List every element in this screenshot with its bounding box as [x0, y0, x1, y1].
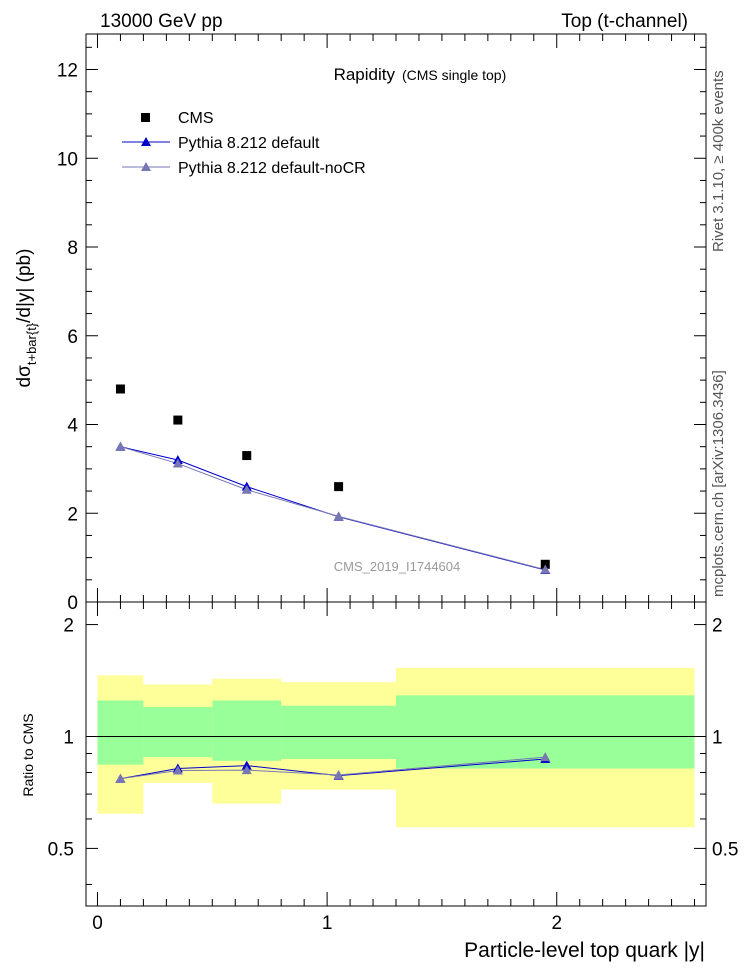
mc-point-nocr: [115, 441, 126, 451]
header-process-label: Top (t-channel): [561, 11, 688, 32]
mcplots-label: mcplots.cern.ch [arXiv:1306.3436]: [710, 370, 727, 597]
ratio-y-tick-label: 1: [63, 727, 74, 748]
ratio-y-tick-label-right: 2: [712, 616, 723, 637]
y-label-subscript: t+bar{t}: [24, 322, 39, 365]
ratio-y-tick-label: 2: [63, 616, 74, 637]
analysis-watermark: CMS_2019_I1744604: [334, 559, 461, 574]
ratio-point-nocr: [115, 773, 126, 783]
ratio-plot-panel: 0.5 0.5 1 1 2 2 0 1 2 Ratio to CMS Particle-lev…: [20, 601, 738, 962]
legend-label-cms: CMS: [178, 110, 214, 127]
y-tick-label: 8: [67, 238, 78, 259]
cms-data-point: [540, 559, 550, 569]
ratio-point-nocr: [333, 769, 344, 779]
main-plot-panel: 0 2 4 6 8 10 12 Rapidity (CMS single top) CMS_…: [14, 33, 707, 614]
y-tick-label: 12: [57, 61, 78, 82]
y-tick-label: 4: [67, 416, 78, 437]
ratio-point-nocr: [241, 765, 252, 775]
x-axis: 0 1 2: [92, 602, 696, 934]
ratio-point-nocr: [172, 765, 183, 775]
legend-label-default: Pythia 8.212 default: [178, 135, 320, 152]
mc-point-nocr: [241, 484, 252, 494]
y-label-sigma: dσ: [14, 365, 35, 388]
ratio-y-axis-label: Ratio to CMS: [20, 713, 36, 796]
main-y-axis-label: dσt+bar{t}/d|y| (pb): [14, 249, 39, 388]
y-tick-label: 10: [57, 149, 78, 170]
y-label-rest: /d|y| (pb): [14, 249, 35, 323]
cms-data-point: [173, 415, 183, 425]
y-tick-label: 2: [67, 504, 78, 525]
ratio-y-tick-label-right: 1: [712, 727, 723, 748]
mc-point-nocr: [333, 511, 344, 521]
mc-point-nocr: [540, 564, 551, 574]
stat-uncertainty-band: [212, 700, 282, 761]
x-tick-label: 0: [92, 913, 103, 934]
legend-label-nocr: Pythia 8.212 default-noCR: [178, 160, 366, 177]
cms-data-point: [242, 451, 252, 461]
plot-title: Rapidity: [334, 65, 396, 84]
series-line-nocr: [120, 446, 546, 571]
ratio-y-tick-label: 0.5: [48, 839, 74, 860]
rivet-version-label: Rivet 3.1.10, ≥ 400k events: [710, 70, 727, 252]
stat-uncertainty-band: [281, 705, 396, 759]
header-energy-label: 13000 GeV pp: [100, 11, 223, 32]
ratio-point-default: [241, 760, 252, 770]
ratio-y-tick-label-right: 0.5: [712, 839, 738, 860]
legend-marker-default: [141, 137, 151, 146]
stat-uncertainty-band: [143, 707, 213, 758]
y-tick-label: 0: [67, 593, 78, 614]
legend: CMS Pythia 8.212 default Pythia 8.212 de…: [122, 110, 366, 177]
ratio-plot-area: [86, 667, 706, 828]
stat-uncertainty-band: [97, 700, 144, 765]
cms-data-point: [115, 384, 125, 394]
y-tick-label: 6: [67, 327, 78, 348]
x-tick-label: 2: [551, 913, 562, 934]
cms-data-point: [334, 482, 344, 492]
x-axis-label: Particle-level top quark |y|: [464, 939, 705, 962]
series-line-default: [120, 446, 546, 571]
legend-marker-cms: [141, 113, 150, 122]
mc-point-nocr: [172, 458, 183, 468]
main-plot-area: [115, 384, 551, 575]
ratio-point-nocr: [540, 752, 551, 762]
ratio-y-axis: 0.5 0.5 1 1 2 2: [48, 616, 738, 885]
x-tick-label: 1: [322, 913, 333, 934]
plot-subtitle: (CMS single top): [402, 67, 506, 83]
legend-marker-nocr: [141, 162, 151, 171]
